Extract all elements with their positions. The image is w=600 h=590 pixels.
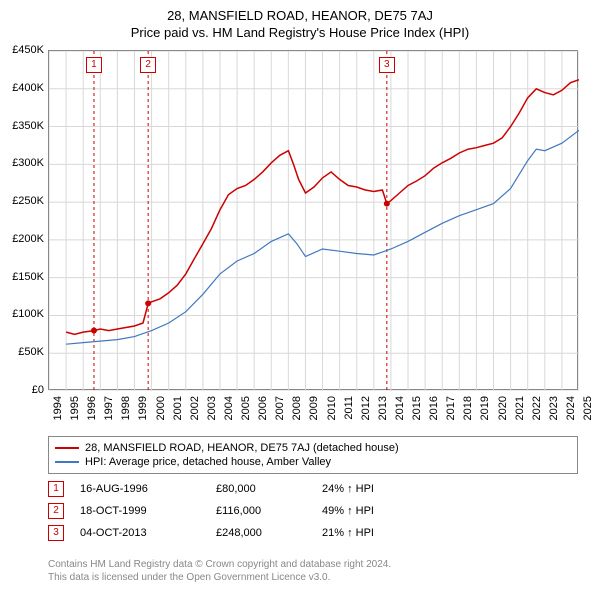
legend-row: 28, MANSFIELD ROAD, HEANOR, DE75 7AJ (de…	[55, 441, 571, 455]
y-tick-label: £300K	[12, 157, 44, 169]
x-tick-label: 2015	[411, 396, 423, 420]
footer-line1: Contains HM Land Registry data © Crown c…	[48, 558, 578, 571]
legend: 28, MANSFIELD ROAD, HEANOR, DE75 7AJ (de…	[48, 436, 578, 474]
event-index-box: 1	[48, 481, 64, 497]
x-tick-label: 2016	[428, 396, 440, 420]
event-date: 18-OCT-1999	[80, 505, 200, 517]
chart-plot-area: 1 2 3	[48, 50, 578, 390]
x-tick-label: 1999	[137, 396, 149, 420]
event-row: 3 04-OCT-2013 £248,000 21% ↑ HPI	[48, 522, 578, 544]
event-delta: 49% ↑ HPI	[322, 505, 374, 517]
x-axis-labels: 1994 1995 1996 1997 1998 1999 2000 2001 2002 2003…	[48, 392, 578, 432]
event-row: 2 18-OCT-1999 £116,000 49% ↑ HPI	[48, 500, 578, 522]
x-tick-label: 2011	[343, 396, 355, 420]
x-tick-label: 1995	[69, 396, 81, 420]
chart-subtitle: Price paid vs. HM Land Registry's House …	[0, 23, 600, 40]
x-tick-label: 2012	[360, 396, 372, 420]
footer-attribution: Contains HM Land Registry data © Crown c…	[48, 558, 578, 584]
x-tick-label: 2014	[394, 396, 406, 420]
event-row: 1 16-AUG-1996 £80,000 24% ↑ HPI	[48, 478, 578, 500]
y-tick-label: £200K	[12, 233, 44, 245]
y-tick-label: £0	[32, 384, 44, 396]
y-axis-labels: £0£50K£100K£150K£200K£250K£300K£350K£400…	[0, 50, 46, 390]
x-tick-label: 1994	[52, 396, 64, 420]
x-tick-label: 2023	[548, 396, 560, 420]
x-tick-label: 2021	[514, 396, 526, 420]
event-index-box: 3	[48, 525, 64, 541]
x-tick-label: 2024	[565, 396, 577, 420]
event-table: 1 16-AUG-1996 £80,000 24% ↑ HPI 2 18-OCT-1999…	[48, 478, 578, 544]
event-delta: 24% ↑ HPI	[322, 483, 374, 495]
x-tick-label: 2007	[274, 396, 286, 420]
y-tick-label: £150K	[12, 271, 44, 283]
y-tick-label: £450K	[12, 44, 44, 56]
event-index-box: 2	[48, 503, 64, 519]
x-tick-label: 2022	[531, 396, 543, 420]
x-tick-label: 2020	[497, 396, 509, 420]
legend-label: HPI: Average price, detached house, Ambe…	[85, 456, 331, 468]
x-tick-label: 2008	[291, 396, 303, 420]
legend-swatch	[55, 447, 79, 449]
event-marker-3: 3	[379, 57, 395, 73]
x-tick-label: 2013	[377, 396, 389, 420]
event-price: £248,000	[216, 527, 306, 539]
event-marker-2: 2	[140, 57, 156, 73]
x-tick-label: 2002	[189, 396, 201, 420]
x-tick-label: 2018	[462, 396, 474, 420]
chart-title: 28, MANSFIELD ROAD, HEANOR, DE75 7AJ	[0, 0, 600, 23]
x-tick-label: 2009	[308, 396, 320, 420]
x-tick-label: 2005	[240, 396, 252, 420]
event-price: £80,000	[216, 483, 306, 495]
x-tick-label: 2004	[223, 396, 235, 420]
y-tick-label: £100K	[12, 308, 44, 320]
y-tick-label: £50K	[18, 346, 44, 358]
x-tick-label: 2000	[155, 396, 167, 420]
x-tick-label: 2006	[257, 396, 269, 420]
event-date: 16-AUG-1996	[80, 483, 200, 495]
x-tick-label: 2025	[582, 396, 594, 420]
x-tick-label: 2017	[445, 396, 457, 420]
y-tick-label: £250K	[12, 195, 44, 207]
event-delta: 21% ↑ HPI	[322, 527, 374, 539]
event-date: 04-OCT-2013	[80, 527, 200, 539]
event-marker-1: 1	[86, 57, 102, 73]
chart-svg	[49, 51, 579, 391]
x-tick-label: 2010	[326, 396, 338, 420]
x-tick-label: 1998	[120, 396, 132, 420]
x-tick-label: 1996	[86, 396, 98, 420]
legend-label: 28, MANSFIELD ROAD, HEANOR, DE75 7AJ (de…	[85, 442, 399, 454]
footer-line2: This data is licensed under the Open Gov…	[48, 571, 578, 584]
y-tick-label: £400K	[12, 82, 44, 94]
event-price: £116,000	[216, 505, 306, 517]
x-tick-label: 2001	[172, 396, 184, 420]
y-tick-label: £350K	[12, 120, 44, 132]
x-tick-label: 1997	[103, 396, 115, 420]
x-tick-label: 2019	[479, 396, 491, 420]
legend-swatch	[55, 461, 79, 463]
x-tick-label: 2003	[206, 396, 218, 420]
legend-row: HPI: Average price, detached house, Ambe…	[55, 455, 571, 469]
